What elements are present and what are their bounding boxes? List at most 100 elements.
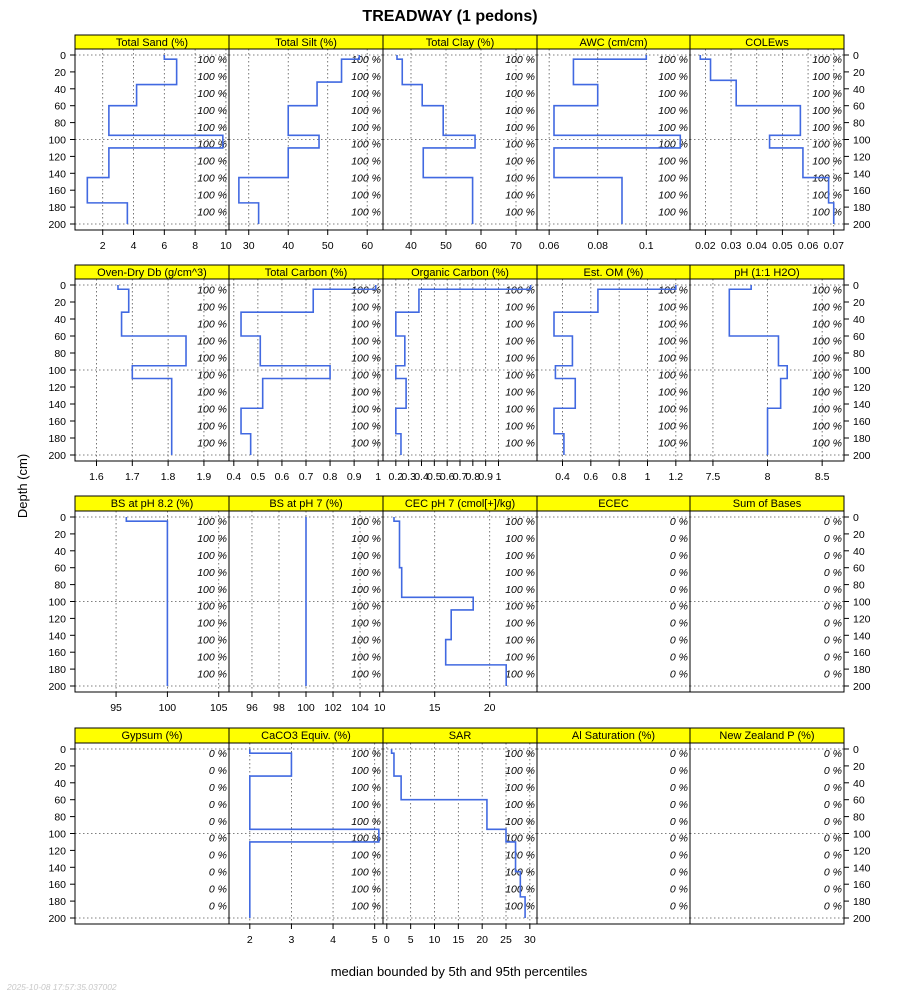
panel-16: Gypsum (%) 0 % 0 % 0 % 0 % 0 % 0 % 0 % 0 % 0 % 0 %… [48, 727, 230, 925]
y-tick-label: 160 [48, 647, 66, 659]
median-profile-line [240, 285, 377, 455]
percent-label: 100 % [197, 668, 227, 680]
percent-label: 0 % [670, 533, 688, 545]
percent-label: 100 % [197, 122, 227, 134]
percent-label: 100 % [812, 403, 842, 415]
panel-12: BS at pH 7 (%) 100 % 100 % 100 % 100 % 100 % 1… [228, 495, 384, 714]
percent-label: 0 % [209, 782, 227, 794]
x-tick-label: 0.4 [555, 471, 570, 483]
percent-label: 100 % [351, 437, 381, 449]
strip-title: BS at pH 8.2 (%) [111, 498, 194, 510]
percent-label: 0 % [670, 516, 688, 528]
strip-title: Oven-Dry Db (g/cm^3) [97, 267, 207, 279]
percent-label: 100 % [351, 156, 381, 168]
y-tick-label: 140 [48, 168, 66, 180]
percent-label: 0 % [209, 748, 227, 760]
percent-label: 100 % [197, 635, 227, 647]
percent-label: 100 % [505, 318, 535, 330]
y-tick-label: 40 [853, 778, 865, 790]
percent-label: 100 % [197, 651, 227, 663]
percent-label: 100 % [812, 301, 842, 313]
percent-label: 0 % [670, 601, 688, 613]
panel-4: AWC (cm/cm) 100 % 100 % 100 % 100 % 100 % 100 … [536, 34, 691, 252]
y-tick-label: 160 [853, 185, 871, 197]
percent-label: 100 % [351, 420, 381, 432]
percent-label: 100 % [197, 403, 227, 415]
x-tick-label: 8.5 [815, 471, 830, 483]
percent-label: 100 % [197, 206, 227, 218]
x-tick-label: 0.2 [389, 471, 404, 483]
y-tick-label: 0 [60, 512, 66, 524]
y-tick-label: 20 [853, 761, 865, 773]
percent-label: 100 % [197, 352, 227, 364]
percent-label: 100 % [812, 352, 842, 364]
percent-label: 100 % [351, 516, 381, 528]
percent-label: 100 % [351, 533, 381, 545]
y-tick-label: 120 [853, 151, 871, 163]
y-tick-label: 100 [48, 829, 66, 841]
percent-label: 100 % [658, 318, 688, 330]
median-profile-line [728, 285, 789, 455]
percent-label: 100 % [351, 352, 381, 364]
percent-label: 100 % [812, 386, 842, 398]
y-tick-label: 100 [853, 597, 871, 609]
panel-grid: Total Sand (%)100 %100 %100 %100 %100 %1… [48, 34, 871, 946]
y-tick-label: 20 [853, 297, 865, 309]
y-tick-label: 60 [54, 795, 66, 807]
percent-label: 100 % [197, 437, 227, 449]
percent-label: 100 % [351, 816, 381, 828]
y-tick-label: 160 [48, 879, 66, 891]
percent-label: 100 % [505, 900, 535, 912]
x-tick-label: 0.9 [347, 471, 362, 483]
x-tick-label: 20 [476, 934, 488, 946]
percent-label: 0 % [824, 584, 842, 596]
strip-title: ECEC [598, 498, 629, 510]
percent-label: 0 % [670, 584, 688, 596]
percent-label: 100 % [351, 550, 381, 562]
percent-label: 0 % [824, 850, 842, 862]
x-tick-label: 6 [161, 240, 167, 252]
percent-label: 0 % [824, 782, 842, 794]
percent-label: 100 % [197, 533, 227, 545]
x-tick-label: 0.8 [466, 471, 481, 483]
y-tick-label: 100 [853, 829, 871, 841]
percent-label: 100 % [351, 748, 381, 760]
x-tick-label: 20 [484, 702, 496, 714]
percent-label: 0 % [670, 567, 688, 579]
y-tick-label: 180 [48, 664, 66, 676]
y-tick-label: 0 [60, 50, 66, 62]
percent-label: 100 % [197, 318, 227, 330]
percent-label: 0 % [824, 635, 842, 647]
x-tick-label: 30 [524, 934, 536, 946]
percent-label: 100 % [812, 173, 842, 185]
y-tick-label: 40 [853, 314, 865, 326]
panel-15: Sum of Bases 0 % 0 % 0 % 0 % 0 % 0 % 0 % 0 % 0 % 0… [689, 495, 871, 693]
y-tick-label: 100 [48, 597, 66, 609]
x-tick-label: 1.7 [125, 471, 140, 483]
percent-label: 0 % [670, 867, 688, 879]
x-tick-label: 1.6 [89, 471, 104, 483]
percent-label: 100 % [351, 54, 381, 66]
x-tick-label: 7.5 [706, 471, 721, 483]
percent-label: 100 % [197, 173, 227, 185]
y-tick-label: 200 [853, 913, 871, 925]
percent-label: 0 % [824, 601, 842, 613]
strip-title: Total Carbon (%) [265, 267, 348, 279]
x-tick-label: 98 [273, 702, 285, 714]
strip-title: pH (1:1 H2O) [734, 267, 799, 279]
percent-label: 100 % [812, 206, 842, 218]
x-tick-label: 0 [384, 934, 390, 946]
x-tick-label: 1.2 [669, 471, 684, 483]
y-tick-label: 120 [48, 613, 66, 625]
percent-label: 100 % [505, 437, 535, 449]
percent-label: 100 % [505, 105, 535, 117]
y-tick-label: 180 [48, 433, 66, 445]
y-tick-label: 160 [853, 647, 871, 659]
percent-label: 0 % [670, 618, 688, 630]
x-tick-label: 60 [361, 240, 373, 252]
percent-label: 100 % [505, 651, 535, 663]
y-tick-label: 160 [853, 416, 871, 428]
percent-label: 100 % [351, 833, 381, 845]
percent-label: 0 % [824, 668, 842, 680]
x-tick-label: 102 [324, 702, 342, 714]
